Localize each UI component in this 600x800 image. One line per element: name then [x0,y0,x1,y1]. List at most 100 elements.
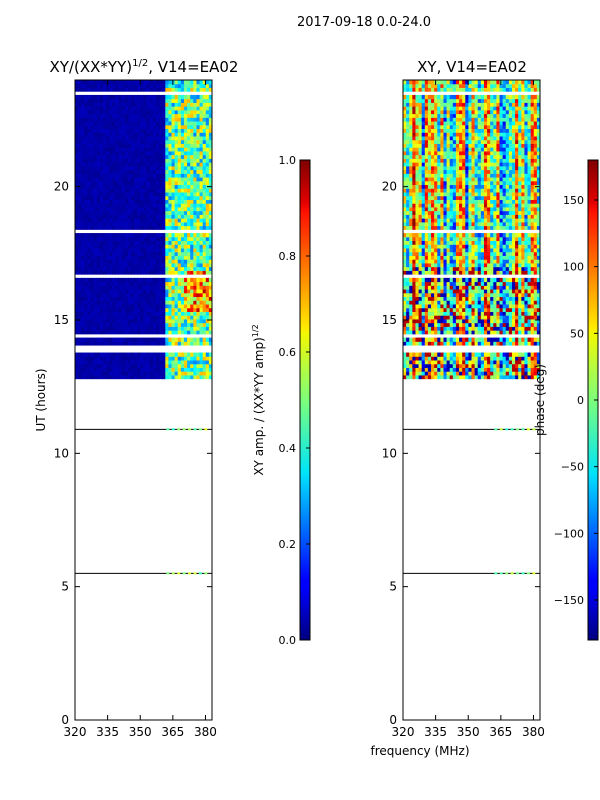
amplitude-cell [93,106,98,111]
amplitude-cell [75,117,79,122]
amplitude-cell [162,80,166,85]
amplitude-cell [87,139,92,144]
phase-cell [487,371,491,376]
amplitude-cell [115,363,120,368]
phase-cell [427,330,432,335]
phase-cell [446,218,451,223]
phase-cell [527,341,532,346]
amplitude-cell [93,143,98,148]
amplitude-cell [152,165,157,171]
phase-cell [518,259,522,264]
amplitude-cell [174,270,179,275]
amplitude-cell [90,315,95,320]
phase-cell [508,218,513,223]
amplitude-cell [90,94,95,100]
amplitude-cell [193,154,197,159]
amplitude-cell [109,210,113,215]
phase-cell [536,337,540,342]
amplitude-cell [121,162,126,167]
phase-cell [521,270,525,275]
amplitude-cell [205,132,210,137]
amplitude-cell [199,221,204,227]
amplitude-cell [134,169,138,174]
amplitude-cell [174,128,179,133]
amplitude-cell [159,259,163,264]
phase-cell [480,307,485,312]
amplitude-cell [162,184,166,189]
amplitude-cell [196,367,201,372]
amplitude-cell [106,94,110,100]
amplitude-cell [127,158,132,163]
amplitude-cell [96,289,101,294]
phase-cell [421,262,426,268]
phase-cell [431,363,435,368]
amplitude-cell [171,173,176,178]
amplitude-cell [202,363,207,368]
amplitude-cell [162,307,166,312]
amplitude-cell [90,214,95,219]
phase-cell [493,289,497,294]
phase-cell [440,363,444,368]
amplitude-cell [187,307,191,312]
amplitude-cell [127,199,132,204]
phase-cell [471,277,476,283]
amplitude-cell [199,255,204,260]
amplitude-cell [180,121,185,126]
amplitude-cell [152,300,157,305]
amplitude-cell [137,292,141,298]
phase-cell [424,285,429,290]
phase-cell [403,341,407,346]
amplitude-cell [146,106,151,111]
amplitude-cell [134,192,138,197]
phase-cell [427,360,432,365]
amplitude-cell [159,307,163,312]
amplitude-cell [103,322,107,327]
amplitude-cell [143,371,148,376]
phase-cell [462,221,466,227]
phase-cell [412,304,416,309]
phase-cell [418,322,423,327]
phase-cell [502,315,507,320]
phase-cell [409,292,413,298]
phase-cell [415,307,420,312]
amplitude-cell [159,132,163,137]
amplitude-cell [131,136,135,141]
phase-cell [471,221,476,227]
phase-cell [530,356,535,361]
phase-cell [415,326,420,331]
amplitude-cell [208,150,212,156]
amplitude-cell [149,251,154,256]
amplitude-cell [208,307,212,312]
amplitude-cell [205,102,210,107]
phase-cell [511,330,516,335]
amplitude-cell [193,285,197,290]
amplitude-cell [127,289,132,294]
amplitude-cell [103,296,107,301]
amplitude-cell [109,218,113,223]
phase-cell [508,251,513,256]
phase-cell [471,259,476,264]
phase-cell [477,360,482,365]
amplitude-cell [177,307,182,312]
amplitude-cell [168,173,173,178]
amplitude-cell [162,360,166,365]
amplitude-cell [84,83,88,88]
amplitude-cell [124,180,129,186]
amplitude-cell [177,188,182,193]
amplitude-cell [121,300,126,305]
amplitude-cell [78,173,82,178]
amplitude-cell [183,292,188,298]
amplitude-cell [159,248,163,253]
amplitude-cell [143,300,148,305]
amplitude-cell [118,87,123,92]
phase-cell [409,371,413,376]
amplitude-cell [180,285,185,290]
amplitude-cell [112,360,116,365]
amplitude-cell [87,244,92,249]
amplitude-cell [93,326,98,331]
phase-cell [468,281,472,286]
amplitude-cell [155,266,160,271]
amplitude-cell [152,318,157,324]
phase-cell [496,259,501,264]
amplitude-cell [134,281,138,286]
